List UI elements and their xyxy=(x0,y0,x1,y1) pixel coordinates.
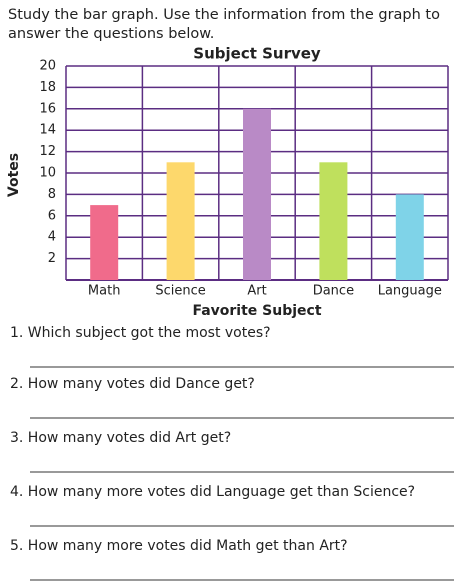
question: 1. Which subject got the most votes? xyxy=(10,325,271,341)
x-tick-label: Art xyxy=(247,284,266,299)
bar xyxy=(395,194,424,280)
y-tick-label: 4 xyxy=(48,230,56,245)
y-tick-label: 20 xyxy=(39,59,56,74)
y-tick-label: 8 xyxy=(48,187,56,202)
x-axis-title: Favorite Subject xyxy=(192,303,321,319)
y-tick-label: 12 xyxy=(39,144,56,159)
bar xyxy=(243,108,271,280)
chart-title: Subject Survey xyxy=(193,45,321,63)
y-tick-label: 2 xyxy=(48,251,56,266)
x-tick-label: Math xyxy=(88,284,121,299)
bar xyxy=(319,162,348,280)
question: 4. How many more votes did Language get … xyxy=(10,484,415,500)
y-tick-label: 18 xyxy=(39,80,56,95)
x-tick-label: Language xyxy=(378,284,442,299)
instructions: Study the bar graph. Use the information… xyxy=(8,7,440,42)
question: 2. How many votes did Dance get? xyxy=(10,376,255,392)
y-axis-title: Votes xyxy=(6,153,22,197)
question: 5. How many more votes did Math get than… xyxy=(10,538,348,554)
bar xyxy=(90,205,119,280)
y-tick-label: 14 xyxy=(39,123,56,138)
y-tick-label: 6 xyxy=(48,208,56,223)
y-tick-label: 10 xyxy=(39,166,56,181)
y-tick-label: 16 xyxy=(39,101,56,116)
x-tick-label: Dance xyxy=(313,284,354,299)
question: 3. How many votes did Art get? xyxy=(10,430,231,446)
bar xyxy=(166,162,195,280)
x-tick-label: Science xyxy=(155,284,205,299)
